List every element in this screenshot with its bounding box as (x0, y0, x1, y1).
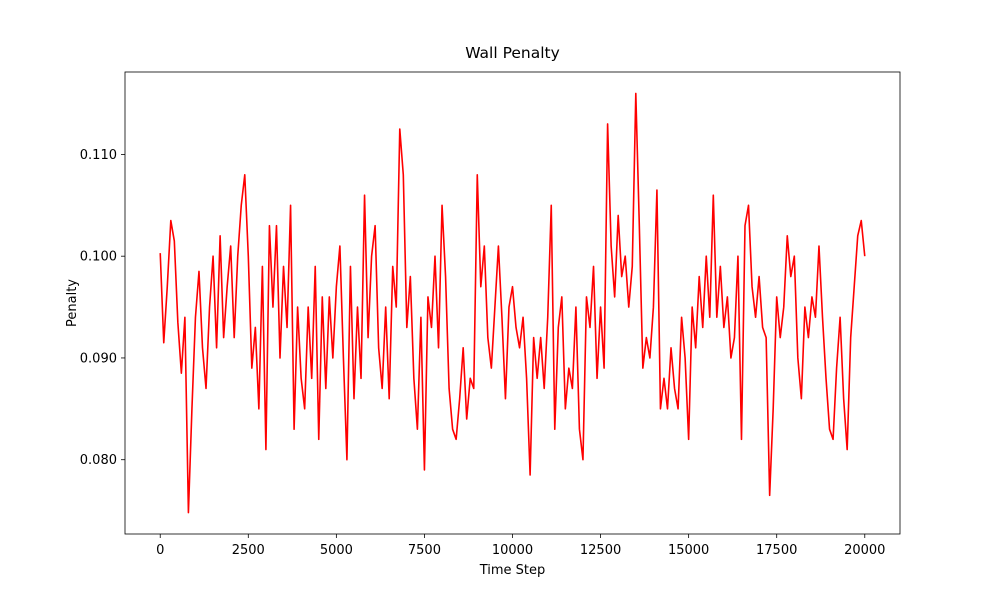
plot-frame (124, 71, 901, 535)
y-tick-label: 0.090 (80, 351, 117, 366)
x-tick-label: 20000 (844, 543, 885, 558)
y-tick-label: 0.080 (80, 453, 117, 468)
y-axis-label: Penalty (65, 279, 80, 327)
y-tick-label: 0.100 (80, 250, 117, 265)
x-tick-label: 17500 (756, 543, 797, 558)
x-tick-label: 10000 (492, 543, 533, 558)
y-tick-label: 0.110 (80, 148, 117, 163)
x-tick-label: 7500 (408, 543, 441, 558)
data-line (159, 92, 866, 514)
x-tick-label: 5000 (320, 543, 353, 558)
x-axis-label: Time Step (479, 563, 546, 578)
x-tick-label: 12500 (580, 543, 621, 558)
x-tick-label: 0 (156, 543, 164, 558)
x-tick-label: 2500 (232, 543, 265, 558)
x-tick-label: 15000 (668, 543, 709, 558)
chart-title: Wall Penalty (465, 44, 560, 62)
